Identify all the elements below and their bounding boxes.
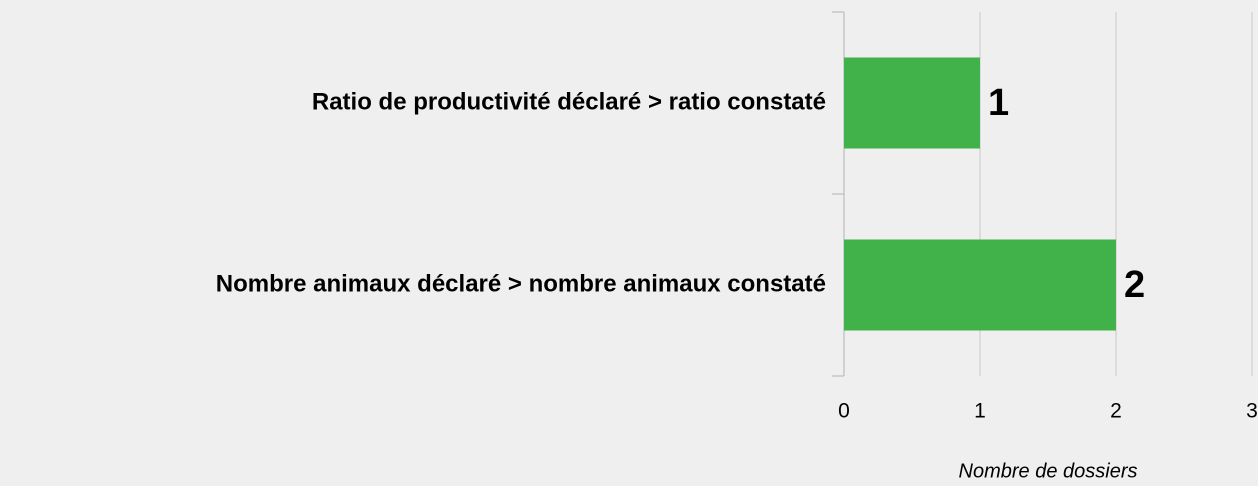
y-tick-label: Nombre animaux déclaré > nombre animaux …: [216, 270, 826, 297]
y-tick-label: Ratio de productivité déclaré > ratio co…: [312, 88, 826, 115]
bar: [844, 239, 1116, 331]
x-tick-label: 3: [1246, 400, 1258, 423]
data-label: 1: [988, 82, 1009, 124]
x-tick-label: 0: [838, 400, 850, 423]
x-tick-label: 1: [974, 400, 986, 423]
x-axis-title: Nombre de dossiers: [959, 460, 1138, 482]
x-tick-label: 2: [1110, 400, 1122, 423]
data-label: 2: [1124, 264, 1145, 306]
bar: [844, 57, 980, 149]
